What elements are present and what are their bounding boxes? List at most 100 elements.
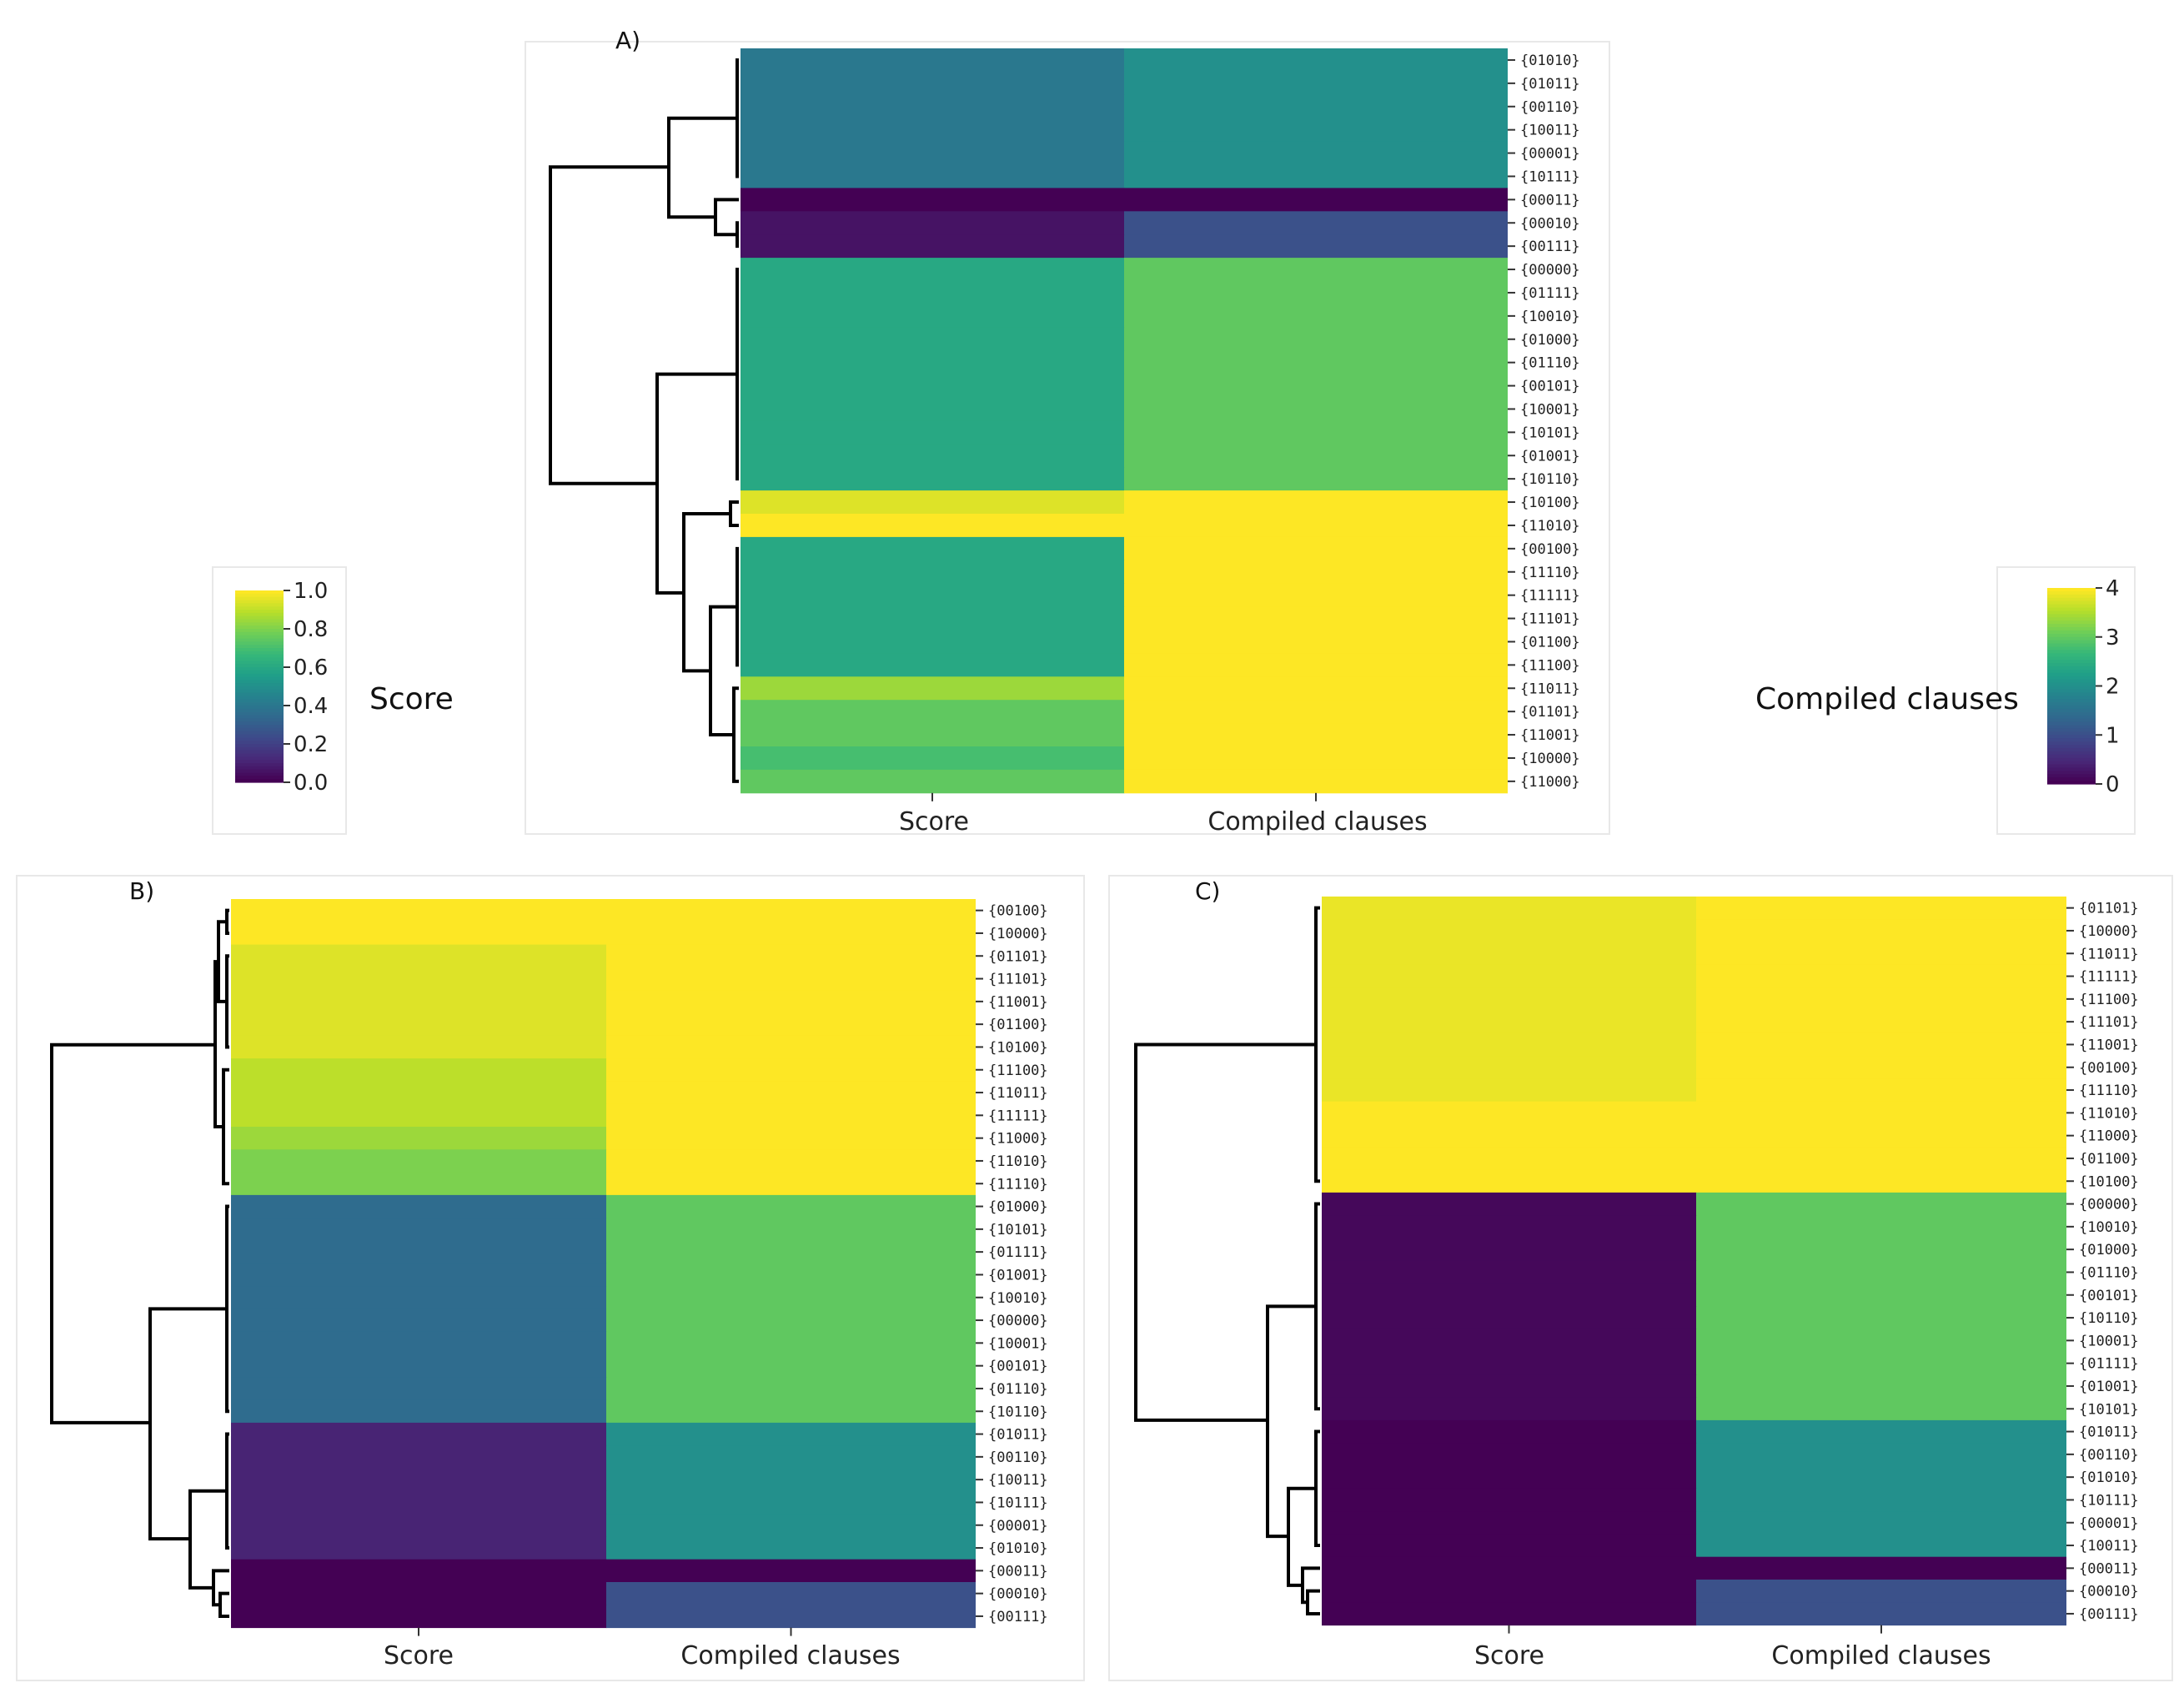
score-colorbar-gradient-band	[235, 667, 284, 671]
heatmap-cell-compiled-clauses	[606, 1194, 976, 1218]
heatmap-cell-compiled-clauses	[1696, 1147, 2066, 1171]
heatmap-cell-score	[741, 420, 1125, 445]
score-colorbar-frame	[212, 566, 347, 835]
heatmap-cell-score	[741, 281, 1125, 305]
heatmap-cell-compiled-clauses	[1124, 653, 1508, 677]
heatmap-cell-compiled-clauses	[1124, 536, 1508, 561]
score-colorbar-gradient-band	[235, 696, 284, 700]
row-label: {01110}	[2079, 1264, 2139, 1281]
heatmap-cell-compiled-clauses	[1696, 1010, 2066, 1034]
heatmap-cell-score	[231, 1263, 607, 1287]
compiled-clauses-colorbar-gradient-band	[2047, 721, 2096, 726]
panel-b-row-labels: {00100} {10000} {01101} {11101} {11001} {0110…	[976, 903, 1048, 1625]
row-label: {01000}	[1520, 332, 1580, 349]
compiled-clauses-colorbar-gradient-band	[2047, 708, 2096, 713]
heatmap-cell-compiled-clauses	[606, 1354, 976, 1378]
heatmap-cell-score	[231, 1194, 607, 1218]
compiled-clauses-colorbar-gradient-band	[2047, 767, 2096, 771]
score-colorbar-gradient-band	[235, 622, 284, 626]
row-label: {00000}	[988, 1313, 1048, 1329]
heatmap-cell-compiled-clauses	[1696, 1419, 2066, 1444]
heatmap-cell-compiled-clauses	[1124, 94, 1508, 119]
heatmap-cell-compiled-clauses	[1696, 1580, 2066, 1603]
score-colorbar-gradient-band	[235, 651, 284, 656]
compiled-clauses-colorbar-gradient-band	[2047, 731, 2096, 736]
heatmap-cell-compiled-clauses	[606, 990, 976, 1013]
heatmap-cell-compiled-clauses	[1696, 1352, 2066, 1375]
score-colorbar-tick-label: 0.6	[294, 656, 328, 681]
compiled-clauses-colorbar-gradient-band	[2047, 588, 2096, 592]
heatmap-cell-compiled-clauses	[606, 1127, 976, 1150]
heatmap-cell-score	[1322, 1419, 1697, 1444]
panel-a-heatmap	[741, 48, 1508, 794]
heatmap-cell-compiled-clauses	[606, 899, 976, 922]
heatmap-cell-compiled-clauses	[606, 1582, 976, 1605]
heatmap-cell-compiled-clauses	[1696, 1534, 2066, 1558]
heatmap-cell-compiled-clauses	[1124, 374, 1508, 398]
heatmap-cell-score	[231, 1240, 607, 1264]
heatmap-cell-compiled-clauses	[1124, 560, 1508, 585]
row-label: {00011}	[1520, 192, 1580, 208]
row-label: {10010}	[988, 1290, 1048, 1307]
dendrogram-link	[222, 1068, 229, 1186]
heatmap-cell-score	[1322, 1238, 1697, 1262]
panel-c: C) {01101} {10000} {11011} {11111} {11100} {1…	[1108, 875, 2173, 1681]
heatmap-cell-score	[741, 606, 1125, 630]
heatmap-cell-compiled-clauses	[606, 1172, 976, 1196]
score-colorbar-gradient-band	[235, 744, 284, 748]
compiled-clauses-colorbar-gradient-band	[2047, 646, 2096, 651]
heatmap-cell-score	[1322, 1443, 1697, 1466]
heatmap-cell-compiled-clauses	[1124, 397, 1508, 421]
row-label: {10101}	[988, 1222, 1048, 1238]
heatmap-cell-score	[741, 467, 1125, 491]
heatmap-cell-score	[231, 1536, 607, 1560]
score-colorbar-gradient-band	[235, 725, 284, 729]
score-colorbar-title: Score	[369, 682, 454, 716]
heatmap-cell-score	[231, 990, 607, 1013]
row-label: {00101}	[2079, 1288, 2139, 1304]
score-colorbar-gradient-band	[235, 606, 284, 610]
compiled-clauses-colorbar-gradient-band	[2047, 715, 2096, 720]
compiled-clauses-colorbar-frame	[1996, 566, 2136, 835]
row-label: {10111}	[988, 1495, 1048, 1511]
heatmap-cell-score	[231, 944, 607, 968]
compiled-clauses-colorbar-gradient-band	[2047, 771, 2096, 775]
heatmap-cell-compiled-clauses	[1696, 1101, 2066, 1125]
heatmap-cell-compiled-clauses	[606, 1058, 976, 1082]
dendrogram-link	[729, 500, 739, 527]
heatmap-cell-score	[231, 967, 607, 991]
compiled-clauses-colorbar-gradient-band	[2047, 624, 2096, 628]
row-label: {00100}	[2079, 1060, 2139, 1077]
row-label: {00111}	[2079, 1606, 2139, 1623]
heatmap-cell-score	[1322, 897, 1697, 920]
heatmap-cell-score	[231, 1149, 607, 1173]
heatmap-cell-compiled-clauses	[606, 1605, 976, 1629]
row-label: {11010}	[1520, 518, 1580, 535]
row-label: {10111}	[2079, 1492, 2139, 1509]
compiled-clauses-colorbar-gradient-band	[2047, 636, 2096, 641]
panel-b-dendrogram	[50, 908, 229, 1618]
compiled-clauses-colorbar-gradient-band	[2047, 682, 2096, 687]
column-label-compiled-clauses: Compiled clauses	[1207, 807, 1427, 836]
score-colorbar-gradient-band	[235, 692, 284, 697]
dendrogram-link	[50, 1042, 215, 1424]
row-label: {10001}	[1520, 401, 1580, 418]
row-label: {00110}	[1520, 99, 1580, 116]
score-colorbar-tick-label: 0.2	[294, 732, 328, 757]
heatmap-cell-score	[741, 444, 1125, 468]
heatmap-cell-compiled-clauses	[1124, 327, 1508, 352]
heatmap-cell-compiled-clauses	[1124, 490, 1508, 515]
heatmap-cell-compiled-clauses	[606, 1331, 976, 1355]
compiled-clauses-colorbar-gradient-band	[2047, 702, 2096, 706]
heatmap-cell-score	[231, 1218, 607, 1241]
compiled-clauses-colorbar-gradient-band	[2047, 696, 2096, 700]
dendrogram-link	[655, 372, 737, 595]
row-label: {10010}	[1520, 309, 1580, 325]
score-colorbar-gradient-band	[235, 596, 284, 601]
heatmap-cell-compiled-clauses	[1696, 1192, 2066, 1216]
score-colorbar-gradient-band	[235, 769, 284, 774]
compiled-clauses-colorbar-gradient-band	[2047, 735, 2096, 739]
score-colorbar-gradient-band	[235, 708, 284, 713]
score-colorbar-gradient-band	[235, 641, 284, 646]
score-colorbar-gradient-band	[235, 706, 284, 710]
